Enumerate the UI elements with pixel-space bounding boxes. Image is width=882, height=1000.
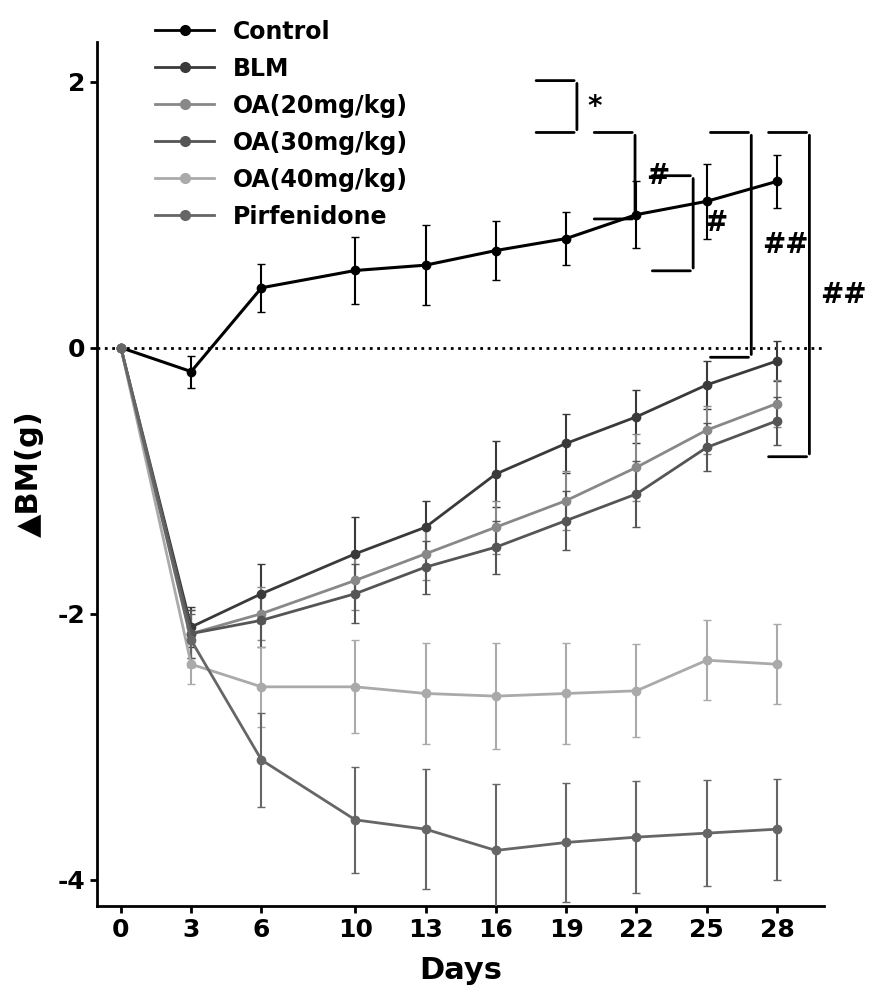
Text: #: #: [704, 209, 728, 237]
Text: #: #: [646, 162, 669, 190]
Text: ##: ##: [820, 281, 867, 309]
Y-axis label: ▲BM(g): ▲BM(g): [15, 411, 44, 537]
X-axis label: Days: Days: [419, 956, 502, 985]
Text: ##: ##: [762, 231, 809, 259]
Legend: Control, BLM, OA(20mg/kg), OA(30mg/kg), OA(40mg/kg), Pirfenidone: Control, BLM, OA(20mg/kg), OA(30mg/kg), …: [146, 10, 417, 238]
Text: *: *: [587, 93, 602, 121]
